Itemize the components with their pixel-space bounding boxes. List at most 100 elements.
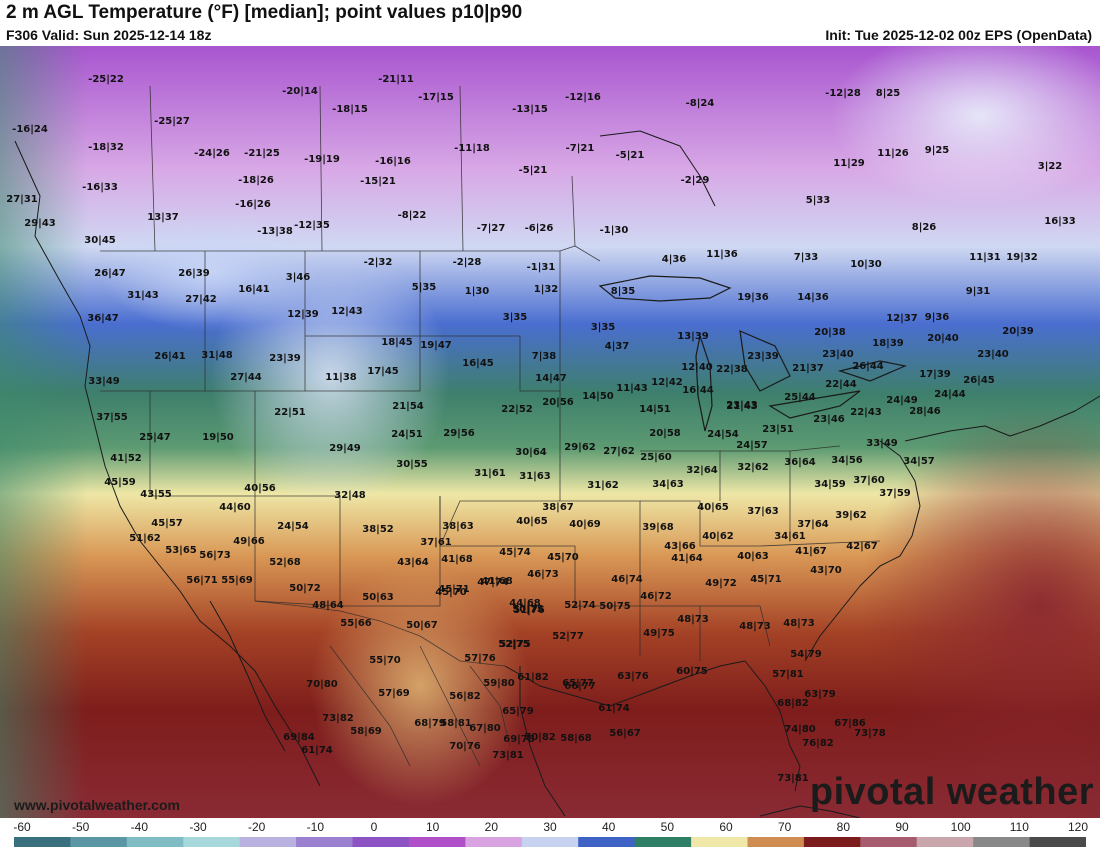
colorbar-segment (803, 837, 861, 847)
point-value-label: 24|54 (277, 521, 309, 532)
point-value-label: 31|63 (519, 471, 551, 482)
point-value-label: 21|43 (726, 401, 758, 412)
point-value-label: 13|39 (677, 331, 709, 342)
point-value-label: -8|24 (686, 98, 715, 109)
point-value-label: 39|62 (835, 510, 867, 521)
point-value-label: 50|63 (362, 592, 394, 603)
point-value-label: 20|56 (542, 397, 574, 408)
point-value-label: 11|31 (969, 252, 1001, 263)
point-value-label: 26|44 (852, 361, 884, 372)
point-value-label: -12|28 (825, 88, 861, 99)
point-value-label: 52|77 (552, 631, 584, 642)
colorbar-tick-label: -20 (247, 820, 266, 834)
point-value-label: 57|76 (464, 653, 496, 664)
point-value-label: 14|36 (797, 292, 829, 303)
point-value-label: -7|27 (477, 223, 506, 234)
point-value-label: 8|26 (912, 222, 937, 233)
point-value-label: 32|64 (686, 465, 718, 476)
point-value-label: 52|74 (564, 600, 596, 611)
colorbar-segment (465, 837, 523, 847)
point-value-label: -24|26 (194, 148, 230, 159)
map-canvas: -25|22 -20|14 -21|11 -17|15 -18|15 -13|15 -12|… (0, 46, 1100, 818)
point-value-label: 25|44 (784, 392, 816, 403)
point-value-label: 33|49 (88, 376, 120, 387)
point-value-label: 70|82 (524, 732, 556, 743)
point-value-label: 45|70 (435, 587, 467, 598)
point-value-label: 40|65 (516, 516, 548, 527)
point-value-label: 36|47 (87, 313, 119, 324)
point-value-label: 53|65 (165, 545, 197, 556)
map-title: 2 m AGL Temperature (°F) [median]; point… (6, 2, 523, 23)
point-value-label: 32|62 (737, 462, 769, 473)
colorbar-tick-label: 20 (484, 820, 499, 834)
point-value-label: 14|47 (535, 373, 567, 384)
point-value-label: 50|72 (289, 583, 321, 594)
point-value-label: 13|37 (147, 212, 179, 223)
point-value-label: 69|84 (283, 732, 315, 743)
point-value-label: 17|45 (367, 366, 399, 377)
point-value-label: 27|62 (603, 446, 635, 457)
point-value-label: 61|74 (301, 745, 333, 756)
point-value-label: 22|43 (850, 407, 882, 418)
point-value-label: 70|76 (449, 741, 481, 752)
pivotal-weather-logo: pivotal weather (809, 771, 1094, 813)
point-value-label: 5|33 (806, 195, 831, 206)
point-value-label: 52|75 (499, 639, 531, 650)
point-value-label: 34|59 (814, 479, 846, 490)
point-value-label: 52|75 (498, 639, 530, 650)
point-value-label: 55|69 (221, 575, 253, 586)
point-value-label: 29|49 (329, 443, 361, 454)
point-value-label: -11|18 (454, 143, 490, 154)
point-value-label: 23|40 (822, 349, 854, 360)
colorbar-segment (70, 837, 128, 847)
colorbar-tick-label: 70 (777, 820, 792, 834)
colorbar-segment (973, 837, 1031, 847)
point-value-label: 11|36 (706, 249, 738, 260)
point-value-label: 47|74 (477, 577, 509, 588)
colorbar-tick-label: 30 (543, 820, 557, 834)
point-value-label: 8|35 (611, 286, 636, 297)
great-lakes-outlines (598, 275, 908, 432)
point-value-label: 4|36 (662, 254, 687, 265)
point-value-label: 70|80 (306, 679, 338, 690)
point-value-label: 18|45 (381, 337, 413, 348)
point-value-label: 22|51 (274, 407, 306, 418)
colorbar-segment (747, 837, 805, 847)
point-value-label: 24|57 (736, 440, 768, 451)
point-value-label: 8|25 (876, 88, 901, 99)
point-value-label: 43|55 (140, 489, 172, 500)
point-value-label: 40|56 (244, 483, 276, 494)
point-value-label: -12|16 (565, 92, 601, 103)
point-value-label: 56|73 (199, 550, 231, 561)
point-value-label: 49|72 (705, 578, 737, 589)
point-value-label: 41|68 (441, 554, 473, 565)
point-value-label: 26|39 (178, 268, 210, 279)
point-value-label: 46|72 (640, 591, 672, 602)
colorbar-segment (860, 837, 918, 847)
point-value-label: 60|75 (676, 666, 708, 677)
point-value-label: 17|39 (919, 369, 951, 380)
point-value-label: 48|73 (739, 621, 771, 632)
colorbar-segment (183, 837, 241, 847)
point-value-label: -1|31 (527, 262, 556, 273)
point-value-label: 48|73 (783, 618, 815, 629)
colorbar-tick-label: 10 (425, 820, 440, 834)
colorbar-tick-label: 60 (719, 820, 733, 834)
point-value-label: 41|64 (671, 553, 703, 564)
point-value-label: -2|28 (453, 257, 482, 268)
point-value-label: 55|66 (340, 618, 372, 629)
point-value-label: -16|33 (82, 182, 118, 193)
colorbar-tick-label: 40 (601, 820, 616, 834)
point-value-label: 46|74 (611, 574, 643, 585)
point-value-label: 41|67 (795, 546, 827, 557)
point-value-label: 7|38 (532, 351, 557, 362)
point-value-label: 30|64 (515, 447, 547, 458)
point-value-label: -16|24 (12, 124, 48, 135)
point-value-label: 3|35 (503, 312, 528, 323)
point-value-label: 26|47 (94, 268, 126, 279)
point-value-label: -2|32 (364, 257, 393, 268)
point-value-label: 23|39 (747, 351, 779, 362)
point-value-label: -7|21 (566, 143, 595, 154)
point-value-label: 73|78 (854, 728, 886, 739)
point-value-label: 30|55 (396, 459, 428, 470)
